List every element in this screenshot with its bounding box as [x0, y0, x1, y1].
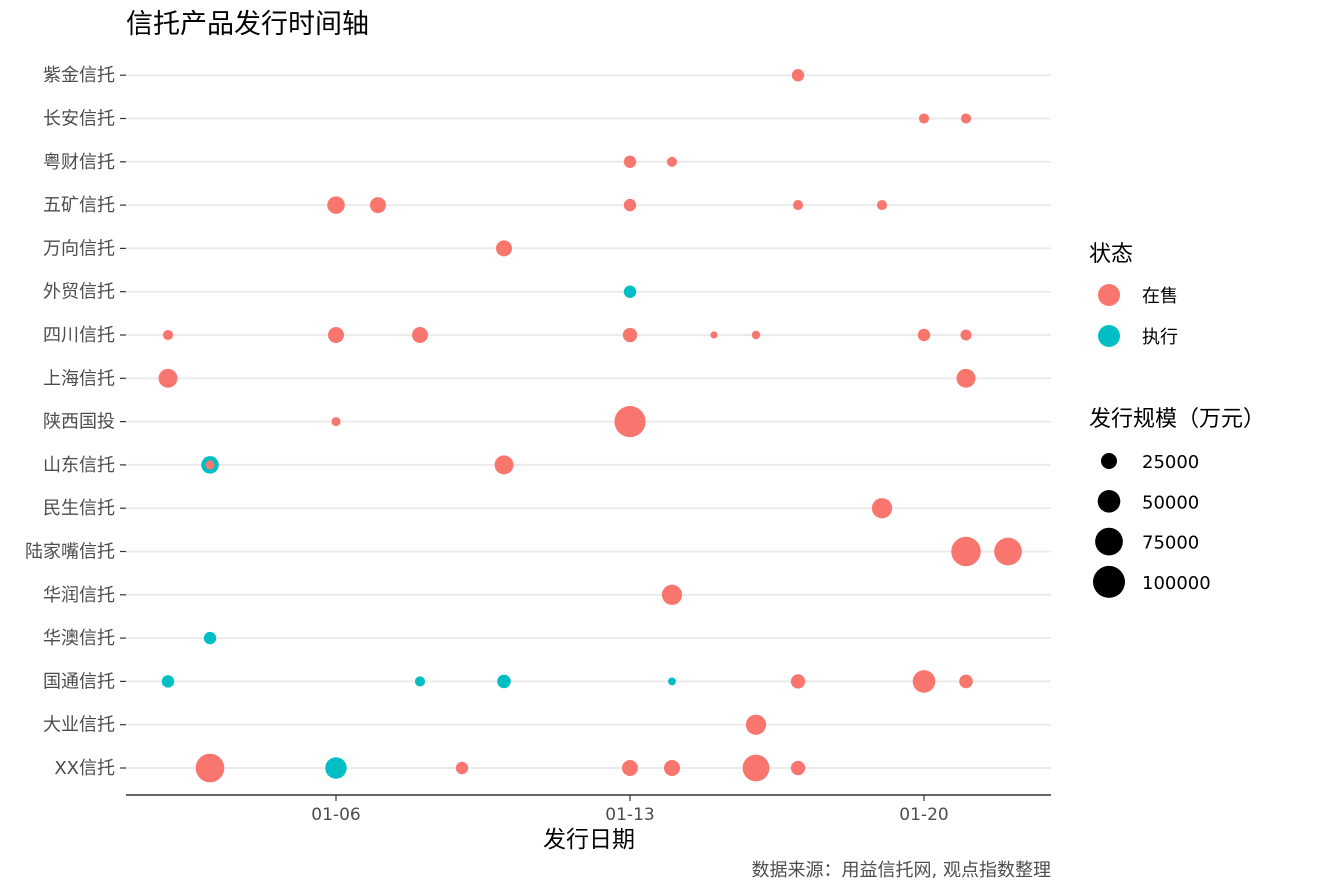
data-point: [790, 760, 806, 776]
x-tick-label: 01-13: [605, 805, 654, 825]
data-point: [496, 240, 512, 257]
data-point: [664, 760, 680, 776]
data-point: [956, 368, 976, 388]
y-tick-label: 陕西国投: [43, 412, 115, 433]
data-point: [622, 760, 638, 776]
y-tick-label: 华澳信托: [43, 628, 115, 649]
x-axis: 01-06 01-13 01-20: [311, 795, 949, 825]
legend-status-key: [1098, 325, 1120, 347]
data-point: [205, 460, 215, 470]
data-point: [710, 331, 718, 339]
data-point: [497, 674, 511, 689]
data-point: [745, 714, 767, 735]
y-tick-label: 民生信托: [43, 498, 115, 519]
y-tick-label: 长安信托: [43, 109, 115, 130]
y-tick-label: 四川信托: [43, 325, 115, 346]
y-tick-label: 山东信托: [43, 455, 115, 476]
legend-size-label: 25000: [1142, 452, 1199, 473]
data-point: [325, 757, 347, 779]
data-point: [951, 536, 981, 567]
legend-size-label: 100000: [1142, 573, 1211, 594]
data-point: [327, 196, 345, 214]
legend-size-label: 75000: [1142, 533, 1199, 554]
data-point: [917, 328, 931, 342]
data-point: [668, 677, 676, 686]
x-axis-title: 发行日期: [543, 827, 635, 853]
data-point: [623, 198, 637, 212]
grid-lines: [126, 74, 1051, 769]
legend-size-key: [1097, 489, 1121, 513]
data-point: [791, 69, 805, 82]
status-legend-title: 状态: [1089, 242, 1133, 267]
data-points: [158, 69, 1022, 783]
data-point: [742, 754, 770, 782]
data-point: [414, 676, 426, 687]
y-tick-label: XX信托: [54, 758, 115, 779]
data-point: [370, 197, 386, 214]
data-point: [959, 674, 973, 689]
y-tick-label: 华润信托: [43, 585, 115, 606]
data-point: [623, 155, 637, 168]
y-axis: XX信托 大业信托 国通信托 华澳信托 华润信托 陆家嘴信托 民生信托 山东信托 陕西国投 上海信…: [25, 65, 126, 779]
chart-title: 信托产品发行时间轴: [126, 9, 369, 40]
y-tick-label: 万向信托: [43, 238, 115, 259]
data-point: [161, 675, 175, 688]
x-tick-label: 01-06: [311, 805, 360, 825]
x-tick-label: 01-20: [899, 805, 948, 825]
data-point: [912, 670, 936, 693]
legend-status-label: 执行: [1142, 327, 1178, 348]
data-point: [195, 753, 225, 783]
data-point: [876, 200, 888, 211]
size-legend-title: 发行规模（万元）: [1089, 407, 1265, 432]
data-point: [960, 113, 972, 124]
y-tick-label: 大业信托: [43, 715, 115, 736]
legend-size-label: 50000: [1142, 492, 1199, 513]
data-point: [792, 200, 804, 211]
y-tick-label: 陆家嘴信托: [25, 542, 115, 563]
y-tick-label: 国通信托: [43, 671, 115, 692]
data-point: [328, 327, 344, 343]
size-legend: 发行规模（万元） 25000 50000 75000 100000: [1089, 407, 1265, 598]
data-point: [412, 327, 428, 343]
data-point: [331, 417, 341, 427]
legend-size-key: [1093, 565, 1125, 598]
y-tick-label: 粤财信托: [43, 152, 115, 173]
y-tick-label: 五矿信托: [43, 195, 115, 216]
data-point: [494, 455, 514, 475]
data-point: [614, 406, 646, 438]
data-point: [960, 329, 972, 341]
data-point: [455, 761, 469, 775]
data-point: [666, 156, 678, 167]
data-point: [623, 285, 637, 298]
y-tick-label: 紫金信托: [43, 65, 115, 86]
legend-size-key: [1101, 453, 1117, 469]
legend-status-label: 在售: [1142, 286, 1178, 307]
data-point: [994, 537, 1022, 566]
caption: 数据来源：用益信托网, 观点指数整理: [752, 860, 1051, 881]
data-point: [622, 327, 638, 343]
y-tick-label: 外贸信托: [43, 282, 115, 303]
data-point: [158, 368, 178, 388]
data-point: [918, 113, 930, 124]
legend-size-key: [1095, 527, 1123, 556]
data-point: [162, 329, 174, 341]
data-point: [203, 631, 217, 645]
data-point: [790, 674, 806, 689]
legend-status-key: [1098, 284, 1120, 306]
data-point: [871, 498, 893, 519]
data-point: [661, 584, 683, 605]
data-point: [751, 330, 761, 340]
y-tick-label: 上海信托: [43, 368, 115, 389]
